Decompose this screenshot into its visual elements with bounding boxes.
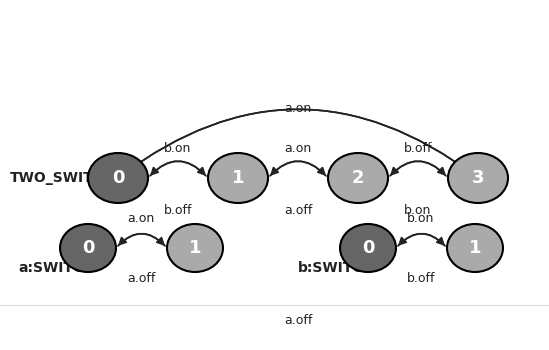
Text: 1: 1 [189, 239, 201, 257]
Text: a.off: a.off [127, 272, 155, 285]
Text: b.off: b.off [404, 141, 432, 154]
Text: 0: 0 [82, 239, 94, 257]
FancyArrowPatch shape [391, 161, 446, 176]
Ellipse shape [447, 224, 503, 272]
Ellipse shape [167, 224, 223, 272]
FancyArrowPatch shape [399, 234, 445, 246]
Text: a.on: a.on [284, 141, 312, 154]
Text: a:SWITCH: a:SWITCH [18, 261, 95, 275]
Text: b:SWITCH: b:SWITCH [298, 261, 376, 275]
FancyArrowPatch shape [398, 234, 444, 246]
Ellipse shape [340, 224, 396, 272]
Ellipse shape [88, 153, 148, 203]
Text: 1: 1 [232, 169, 244, 187]
Text: a.off: a.off [284, 203, 312, 217]
FancyArrowPatch shape [390, 161, 445, 176]
Text: b.on: b.on [407, 211, 435, 224]
Text: TWO_SWITCH: TWO_SWITCH [10, 171, 116, 185]
Text: b.on: b.on [164, 141, 192, 154]
FancyArrowPatch shape [270, 161, 325, 176]
FancyArrowPatch shape [122, 109, 476, 176]
Text: b.off: b.off [407, 272, 435, 285]
Text: 0: 0 [362, 239, 374, 257]
Ellipse shape [208, 153, 268, 203]
Text: a.off: a.off [284, 314, 312, 327]
Text: b.off: b.off [164, 203, 192, 217]
Ellipse shape [448, 153, 508, 203]
Ellipse shape [60, 224, 116, 272]
Text: b.on: b.on [404, 203, 432, 217]
FancyArrowPatch shape [271, 161, 326, 176]
Text: 0: 0 [112, 169, 124, 187]
Text: a.on: a.on [127, 211, 155, 224]
FancyArrowPatch shape [150, 161, 205, 176]
FancyArrowPatch shape [119, 234, 165, 246]
FancyArrowPatch shape [151, 161, 206, 176]
FancyArrowPatch shape [120, 109, 474, 176]
Text: 2: 2 [352, 169, 364, 187]
Text: a.on: a.on [284, 102, 312, 114]
Text: 3: 3 [472, 169, 484, 187]
FancyArrowPatch shape [118, 234, 164, 246]
Text: 1: 1 [469, 239, 481, 257]
Ellipse shape [328, 153, 388, 203]
